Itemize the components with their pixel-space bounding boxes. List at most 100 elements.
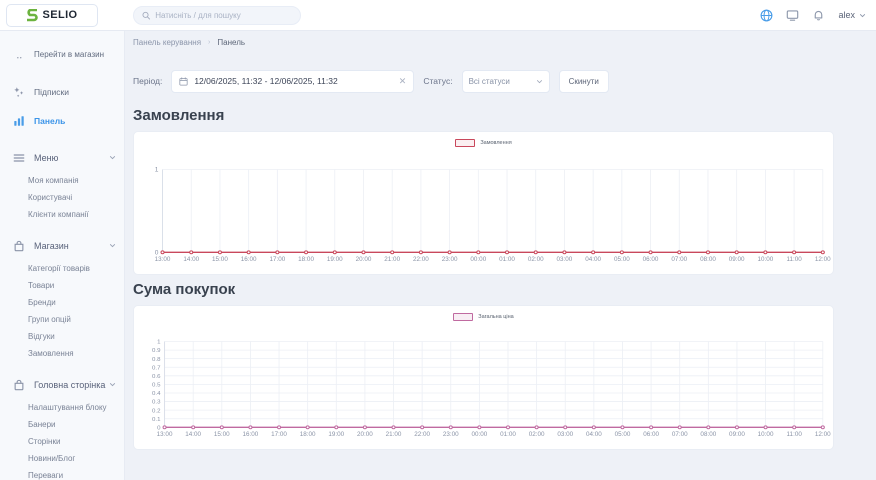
sidebar-subitem-block-settings[interactable]: Налаштування блоку bbox=[0, 399, 124, 416]
status-select[interactable]: Всі статуси bbox=[461, 69, 550, 93]
svg-text:0.7: 0.7 bbox=[152, 365, 161, 371]
sidebar-group-menu[interactable]: Меню bbox=[0, 143, 124, 172]
sidebar-group-label: Магазин bbox=[34, 240, 69, 251]
clear-period-icon[interactable]: ✕ bbox=[398, 75, 407, 86]
svg-text:22:00: 22:00 bbox=[414, 431, 430, 438]
period-date-range-input[interactable]: 12/06/2025, 11:32 - 12/06/2025, 11:32 ✕ bbox=[171, 69, 415, 93]
orders-chart-plot: 0 1 13:00 14:00 15:00 16:00 17:00 18:00 19:00 20:… bbox=[134, 132, 833, 274]
status-label: Статус: bbox=[423, 76, 453, 86]
sidebar-go-to-shop-label: Перейти в магазин bbox=[34, 50, 104, 59]
sidebar-subitem-label: Новини/Блог bbox=[28, 454, 76, 463]
sidebar-subitem-label: Моя компанія bbox=[28, 176, 79, 185]
sidebar-subitem-news-blog[interactable]: Новини/Блог bbox=[0, 450, 124, 467]
sidebar-item-go-to-shop[interactable]: Перейти в магазин bbox=[0, 40, 124, 69]
svg-text:0.5: 0.5 bbox=[152, 383, 161, 389]
cart-arrow-icon bbox=[12, 50, 25, 59]
sidebar-subitem-pages[interactable]: Сторінки bbox=[0, 433, 124, 450]
globe-icon[interactable] bbox=[760, 9, 773, 22]
reset-filters-button[interactable]: Скинути bbox=[558, 69, 609, 93]
svg-text:04:00: 04:00 bbox=[585, 256, 601, 263]
chevron-down-icon bbox=[859, 13, 866, 17]
sidebar-group-label: Головна сторінка bbox=[34, 379, 106, 390]
svg-text:05:00: 05:00 bbox=[615, 431, 631, 438]
monitor-icon[interactable] bbox=[786, 9, 799, 22]
breadcrumb-separator: › bbox=[208, 38, 211, 46]
sidebar-item-panel[interactable]: Панель bbox=[0, 106, 124, 135]
svg-text:0: 0 bbox=[155, 250, 159, 257]
svg-text:00:00: 00:00 bbox=[470, 256, 486, 263]
svg-text:09:00: 09:00 bbox=[729, 256, 745, 263]
legend-label-orders: Замовлення bbox=[480, 140, 512, 146]
sidebar-item-label: Підписки bbox=[34, 86, 70, 97]
svg-text:19:00: 19:00 bbox=[328, 431, 344, 438]
bag-icon bbox=[12, 379, 25, 391]
sidebar-subitem-users[interactable]: Користувачі bbox=[0, 189, 124, 206]
svg-text:02:00: 02:00 bbox=[528, 256, 544, 263]
top-bar: SELIO alex bbox=[0, 0, 876, 31]
sidebar-subitem-reviews[interactable]: Відгуки bbox=[0, 328, 124, 345]
top-bar-actions: alex bbox=[760, 9, 866, 22]
orders-line-chart: 0 1 13:00 14:00 15:00 16:00 17:00 18:00 19:00 20:… bbox=[155, 167, 832, 263]
svg-text:06:00: 06:00 bbox=[643, 256, 659, 263]
svg-text:23:00: 23:00 bbox=[442, 256, 458, 263]
brand-logo[interactable]: SELIO bbox=[6, 3, 98, 27]
search-box[interactable] bbox=[133, 5, 301, 25]
svg-text:00:00: 00:00 bbox=[471, 431, 487, 438]
list-icon bbox=[12, 152, 25, 164]
sidebar-subitem-advantages[interactable]: Переваги bbox=[0, 467, 124, 480]
page-title-purchase-sum: Сума покупок bbox=[133, 281, 236, 298]
search-input[interactable] bbox=[155, 10, 292, 20]
svg-text:0.8: 0.8 bbox=[152, 357, 161, 363]
svg-text:0.4: 0.4 bbox=[152, 391, 161, 397]
sidebar-group-shop[interactable]: Магазин bbox=[0, 231, 124, 260]
sidebar-subitem-label: Групи опцій bbox=[28, 315, 71, 324]
sidebar-subitem-option-groups[interactable]: Групи опцій bbox=[0, 311, 124, 328]
breadcrumb-current: Панель bbox=[217, 37, 246, 47]
sidebar-subitem-label: Користувачі bbox=[28, 193, 73, 202]
sidebar-subitem-banners[interactable]: Банери bbox=[0, 416, 124, 433]
svg-text:14:00: 14:00 bbox=[185, 431, 201, 438]
legend-swatch-orders bbox=[455, 139, 476, 147]
bell-icon[interactable] bbox=[812, 9, 825, 22]
svg-text:05:00: 05:00 bbox=[614, 256, 630, 263]
bag-icon bbox=[12, 240, 25, 252]
orders-chart-legend: Замовлення bbox=[134, 139, 833, 147]
user-menu-label: alex bbox=[838, 10, 855, 20]
sidebar-subitem-label: Замовлення bbox=[28, 349, 74, 358]
user-menu[interactable]: alex bbox=[838, 10, 866, 20]
sidebar-group-homepage[interactable]: Головна сторінка bbox=[0, 370, 124, 399]
sidebar-subitem-company-clients[interactable]: Клієнти компанії bbox=[0, 206, 124, 223]
sidebar-subitem-label: Відгуки bbox=[28, 332, 55, 341]
svg-text:13:00: 13:00 bbox=[157, 431, 173, 438]
breadcrumb-root[interactable]: Панель керування bbox=[133, 37, 202, 47]
svg-text:01:00: 01:00 bbox=[500, 431, 516, 438]
reset-filters-label: Скинути bbox=[568, 76, 599, 86]
purchase-sum-chart-plot: 0 0.1 0.2 0.3 0.4 0.5 0.6 0.7 0.8 0.9 1 13:00 14:00 1… bbox=[134, 306, 833, 449]
svg-text:20:00: 20:00 bbox=[357, 431, 373, 438]
svg-text:15:00: 15:00 bbox=[212, 256, 228, 263]
svg-text:06:00: 06:00 bbox=[643, 431, 659, 438]
sidebar-subitem-orders[interactable]: Замовлення bbox=[0, 345, 124, 362]
sidebar-subitem-brands[interactable]: Бренди bbox=[0, 294, 124, 311]
svg-text:10:00: 10:00 bbox=[758, 256, 774, 263]
svg-text:16:00: 16:00 bbox=[241, 256, 257, 263]
sidebar-item-subscriptions[interactable]: Підписки bbox=[0, 77, 124, 106]
svg-text:04:00: 04:00 bbox=[586, 431, 602, 438]
svg-text:01:00: 01:00 bbox=[499, 256, 515, 263]
svg-text:15:00: 15:00 bbox=[214, 431, 230, 438]
chevron-down-icon bbox=[536, 79, 542, 83]
status-select-value: Всі статуси bbox=[468, 76, 510, 86]
breadcrumb: Панель керування › Панель bbox=[125, 31, 876, 53]
svg-text:18:00: 18:00 bbox=[298, 256, 314, 263]
sidebar-subitem-product-categories[interactable]: Категорії товарів bbox=[0, 260, 124, 277]
sidebar-subitem-products[interactable]: Товари bbox=[0, 277, 124, 294]
svg-text:17:00: 17:00 bbox=[269, 256, 285, 263]
purchase-sum-chart-legend: Загальна ціна bbox=[134, 313, 833, 321]
legend-swatch-total-price bbox=[453, 313, 474, 321]
svg-text:07:00: 07:00 bbox=[671, 256, 687, 263]
sidebar-subitem-my-company[interactable]: Моя компанія bbox=[0, 172, 124, 189]
svg-text:21:00: 21:00 bbox=[384, 256, 400, 263]
svg-text:03:00: 03:00 bbox=[557, 431, 573, 438]
svg-text:19:00: 19:00 bbox=[327, 256, 343, 263]
chevron-down-icon bbox=[109, 156, 116, 160]
